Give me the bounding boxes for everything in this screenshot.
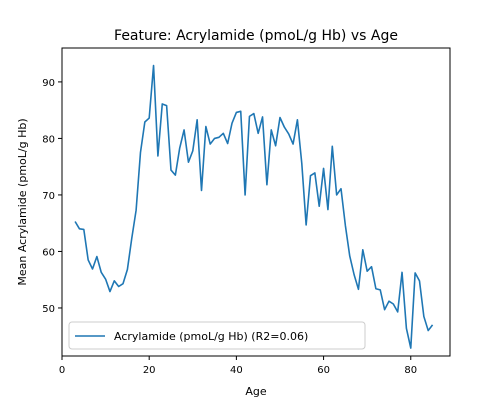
chart-title: Feature: Acrylamide (pmoL/g Hb) vs Age (114, 28, 398, 44)
x-tick-label: 20 (143, 365, 156, 376)
x-tick-label: 80 (404, 365, 417, 376)
y-tick-label: 50 (42, 304, 55, 315)
series-line-0 (74, 64, 434, 349)
y-tick-label: 70 (42, 191, 55, 202)
x-axis-label: Age (245, 385, 267, 398)
legend-label: Acrylamide (pmoL/g Hb) (R2=0.06) (114, 330, 308, 343)
x-tick-label: 40 (230, 365, 243, 376)
x-tick-label: 60 (317, 365, 330, 376)
legend: Acrylamide (pmoL/g Hb) (R2=0.06) (68, 321, 366, 350)
legend-box (68, 321, 366, 350)
x-tick-label: 0 (59, 365, 65, 376)
y-axis-label: Mean Acrylamide (pmoL/g Hb) (16, 118, 29, 285)
y-tick-label: 90 (42, 78, 55, 89)
y-tick-label: 60 (42, 247, 55, 258)
y-tick-label: 80 (42, 134, 55, 145)
plot-frame (61, 47, 451, 357)
